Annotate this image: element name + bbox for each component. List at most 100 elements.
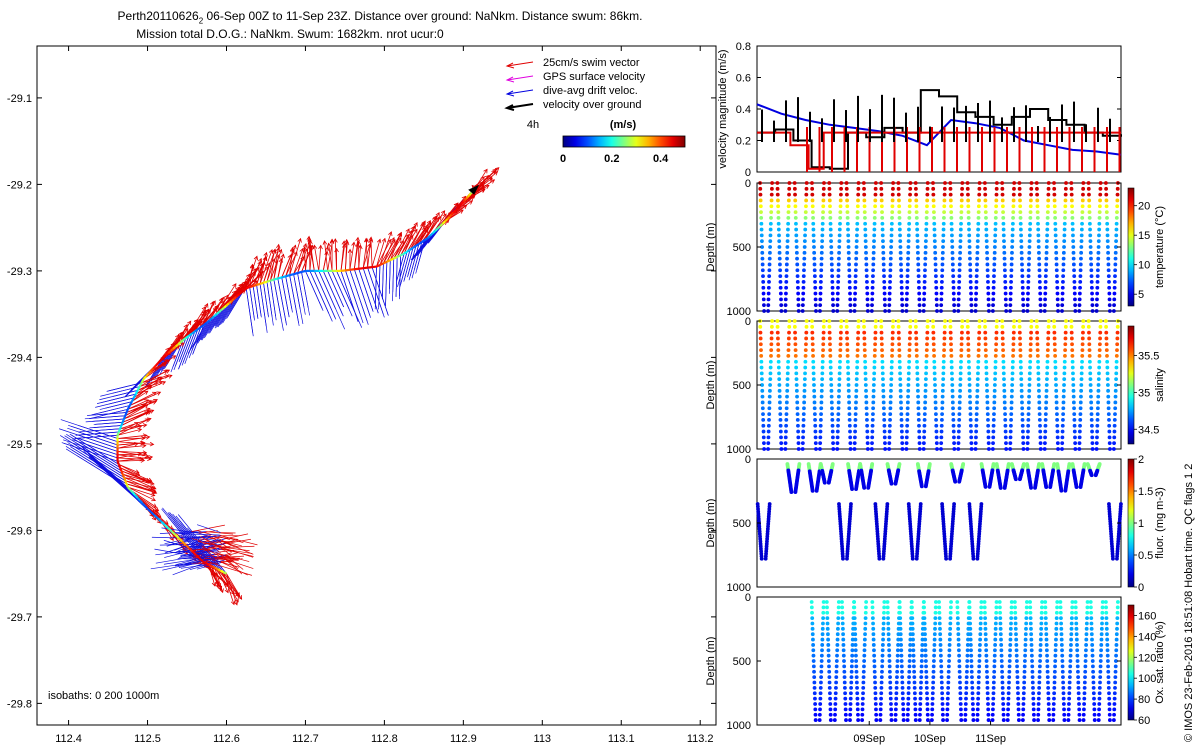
profile-point xyxy=(837,233,842,238)
profile-point xyxy=(812,262,817,267)
profile-point xyxy=(853,435,857,440)
profile-point xyxy=(837,365,842,370)
profile-point xyxy=(1080,354,1085,358)
profile-point xyxy=(1071,250,1076,255)
profile-point xyxy=(1008,429,1013,434)
profile-point xyxy=(819,262,824,267)
track-segment xyxy=(215,311,220,315)
profile-point xyxy=(897,198,901,203)
profile-point xyxy=(849,685,853,690)
legend-swatch xyxy=(506,103,534,109)
colorbar xyxy=(1127,458,1135,588)
profile-point xyxy=(909,600,914,604)
profile-point xyxy=(1079,388,1084,393)
profile-point xyxy=(1095,291,1100,296)
legend-swatch xyxy=(506,61,534,67)
profile-point xyxy=(1009,256,1014,261)
profile-point xyxy=(1035,324,1039,329)
profile-point xyxy=(843,696,848,701)
profile-point xyxy=(760,406,765,411)
swim-vector xyxy=(120,424,147,430)
profile-point xyxy=(923,637,928,642)
profile-point xyxy=(1021,429,1025,434)
profile-point xyxy=(836,616,841,621)
profile-point xyxy=(1010,383,1015,387)
profile-point xyxy=(886,616,890,621)
profile-point xyxy=(920,648,925,653)
profile-point xyxy=(889,239,894,244)
profile-point xyxy=(768,239,773,244)
profile-point xyxy=(901,707,906,712)
swim-vector xyxy=(198,537,220,541)
track-segment xyxy=(155,362,160,367)
profile-point xyxy=(994,324,999,329)
profile-point xyxy=(776,365,781,370)
profile-point xyxy=(1106,383,1110,387)
track-segment xyxy=(164,524,170,530)
y-tick-label: 0.6 xyxy=(736,73,751,85)
profile-point xyxy=(977,330,982,335)
profile-point xyxy=(862,643,867,647)
swim-vector xyxy=(220,560,235,563)
salinity-frame xyxy=(756,320,1122,450)
profile-point xyxy=(835,429,840,434)
profile-point xyxy=(847,394,851,399)
profile-point xyxy=(1018,348,1023,352)
profile-point xyxy=(1098,181,1103,185)
profile-point xyxy=(813,441,818,446)
profile-point xyxy=(934,274,938,278)
profile-point xyxy=(873,696,878,701)
profile-point xyxy=(1035,354,1040,358)
profile-point xyxy=(853,406,858,411)
profile-point xyxy=(942,348,946,352)
track-segment xyxy=(462,199,466,203)
swim-vector-head xyxy=(492,168,498,174)
track-segment xyxy=(220,306,225,311)
profile-point xyxy=(1043,412,1048,416)
profile-point xyxy=(904,441,909,446)
profile-point xyxy=(934,303,939,308)
profile-point xyxy=(880,359,885,364)
profile-point xyxy=(1071,245,1076,249)
profile-point xyxy=(1017,186,1022,191)
drift-vector xyxy=(69,433,119,465)
profile-point xyxy=(862,336,867,341)
swim-vector-head xyxy=(322,240,328,245)
profile-point xyxy=(1035,336,1040,341)
profile-point xyxy=(956,429,961,434)
profile-point xyxy=(1079,250,1084,255)
colorbar-tick-label: 0 xyxy=(560,153,566,165)
profile-point xyxy=(1081,330,1085,335)
profile-point xyxy=(812,250,817,255)
profile-point xyxy=(784,280,789,284)
drift-vector xyxy=(277,278,287,326)
drift-vector xyxy=(60,419,118,439)
y-axis-label: velocity magnitude (m/s) xyxy=(717,49,729,168)
profile-point xyxy=(1020,280,1025,284)
profile-point xyxy=(1042,447,1047,451)
profile-point xyxy=(1107,297,1112,302)
swim-vector-head xyxy=(411,224,417,230)
profile-point xyxy=(837,239,842,244)
profile-point xyxy=(758,336,763,341)
profile-point xyxy=(1097,233,1101,238)
profile-point xyxy=(760,239,764,244)
swim-vector-head xyxy=(364,237,369,243)
track-segment xyxy=(160,520,166,526)
profile-point xyxy=(770,319,774,323)
profile-point xyxy=(769,204,774,209)
profile-point xyxy=(1113,412,1117,416)
profile-point xyxy=(873,210,877,214)
profile-point xyxy=(889,481,894,486)
profile-point xyxy=(762,447,766,451)
profile-point xyxy=(932,659,936,663)
profile-point xyxy=(1009,400,1014,405)
profile-point xyxy=(1095,435,1099,440)
profile-point xyxy=(802,262,807,267)
profile-point xyxy=(872,233,877,238)
profile-point xyxy=(943,181,947,185)
profile-point xyxy=(1018,342,1023,347)
swim-vector xyxy=(277,258,282,279)
profile-point xyxy=(784,423,789,428)
profile-point xyxy=(900,691,905,696)
